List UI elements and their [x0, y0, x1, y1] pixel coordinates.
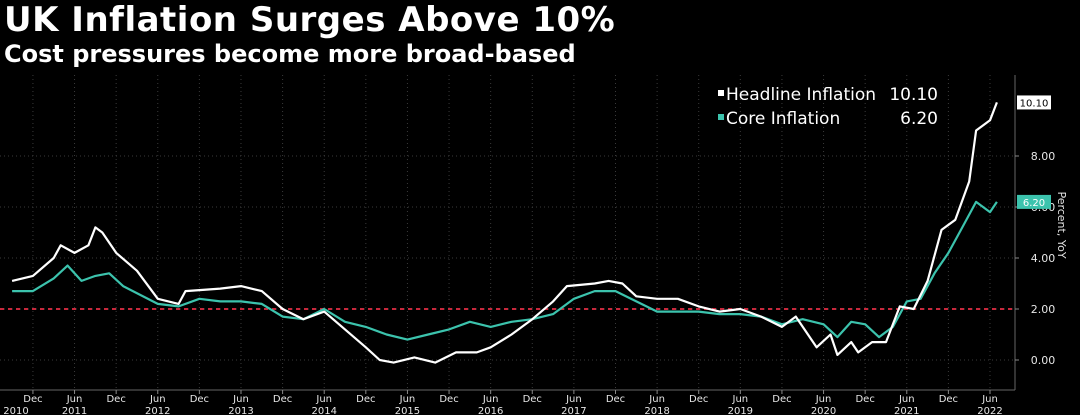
x-year-label: 2017 — [561, 406, 586, 415]
series-line-headline — [11, 102, 998, 364]
x-year-label: 2010 — [3, 406, 28, 415]
x-year-label: 2015 — [395, 406, 420, 415]
x-tick-label: Dec — [23, 394, 42, 405]
x-tick-label: Dec — [273, 394, 292, 405]
x-tick-label: Jun — [315, 394, 332, 405]
x-tick-label: Jun — [399, 394, 416, 405]
x-year-label: 2013 — [228, 406, 253, 415]
x-year-label: 2021 — [894, 406, 919, 415]
legend-swatch-core — [718, 114, 724, 120]
chart-title: UK Inflation Surges Above 10% — [4, 0, 616, 40]
svg-text:6.20: 6.20 — [1023, 198, 1045, 209]
x-year-label: 2020 — [811, 406, 836, 415]
x-tick-label: Jun — [66, 394, 83, 405]
x-tick-label: Jun — [232, 394, 249, 405]
x-year-label: 2022 — [977, 406, 1002, 415]
x-tick-label: Dec — [939, 394, 958, 405]
x-tick-label: Dec — [190, 394, 209, 405]
svg-text:10.10: 10.10 — [1020, 98, 1049, 109]
x-year-label: 2012 — [145, 406, 170, 415]
series-line-core — [12, 200, 998, 341]
legend: Headline Inflation 10.10 Core Inflation … — [718, 85, 938, 129]
x-tick-label: Jun — [898, 394, 915, 405]
legend-swatch-headline — [718, 90, 724, 96]
x-tick-label: Jun — [732, 394, 749, 405]
x-tick-label: Jun — [149, 394, 166, 405]
y-tick-label: 8.00 — [1031, 150, 1056, 163]
x-tick-label: Dec — [106, 394, 125, 405]
x-tick-label: Jun — [565, 394, 582, 405]
legend-label-core: Core Inflation — [726, 109, 840, 129]
x-tick-label: Jun — [648, 394, 665, 405]
x-tick-label: Dec — [772, 394, 791, 405]
x-tick-label: Dec — [439, 394, 458, 405]
x-tick-label: Jun — [815, 394, 832, 405]
last-value-tag-core: 6.20 — [1017, 194, 1051, 209]
x-tick-label: Jun — [981, 394, 998, 405]
chart-subtitle: Cost pressures become more broad-based — [4, 40, 576, 68]
y-tick-label: 0.00 — [1031, 354, 1056, 367]
x-tick-label: Dec — [855, 394, 874, 405]
legend-value-core: 6.20 — [900, 109, 938, 129]
y-tick-label: 4.00 — [1031, 252, 1056, 265]
x-tick-label: Dec — [523, 394, 542, 405]
x-year-label: 2019 — [728, 406, 753, 415]
x-tick-label: Jun — [482, 394, 499, 405]
x-tick-label: Dec — [356, 394, 375, 405]
x-year-label: 2016 — [478, 406, 503, 415]
x-year-label: 2011 — [62, 406, 87, 415]
x-year-label: 2018 — [644, 406, 669, 415]
legend-value-headline: 10.10 — [889, 85, 938, 105]
x-tick-label: Dec — [606, 394, 625, 405]
series-lines — [11, 102, 998, 364]
legend-label-headline: Headline Inflation — [726, 85, 876, 105]
y-axis-label: Percent, YoY — [1055, 191, 1068, 258]
x-year-label: 2014 — [311, 406, 336, 415]
x-tick-label: Dec — [689, 394, 708, 405]
last-value-tag-headline: 10.10 — [1017, 95, 1051, 110]
grid — [0, 75, 1016, 391]
y-tick-label: 2.00 — [1031, 303, 1056, 316]
x-axis: Dec Jun Dec Jun Dec Jun Dec Jun Dec Jun Dec Jun Dec J… — [3, 390, 1003, 415]
